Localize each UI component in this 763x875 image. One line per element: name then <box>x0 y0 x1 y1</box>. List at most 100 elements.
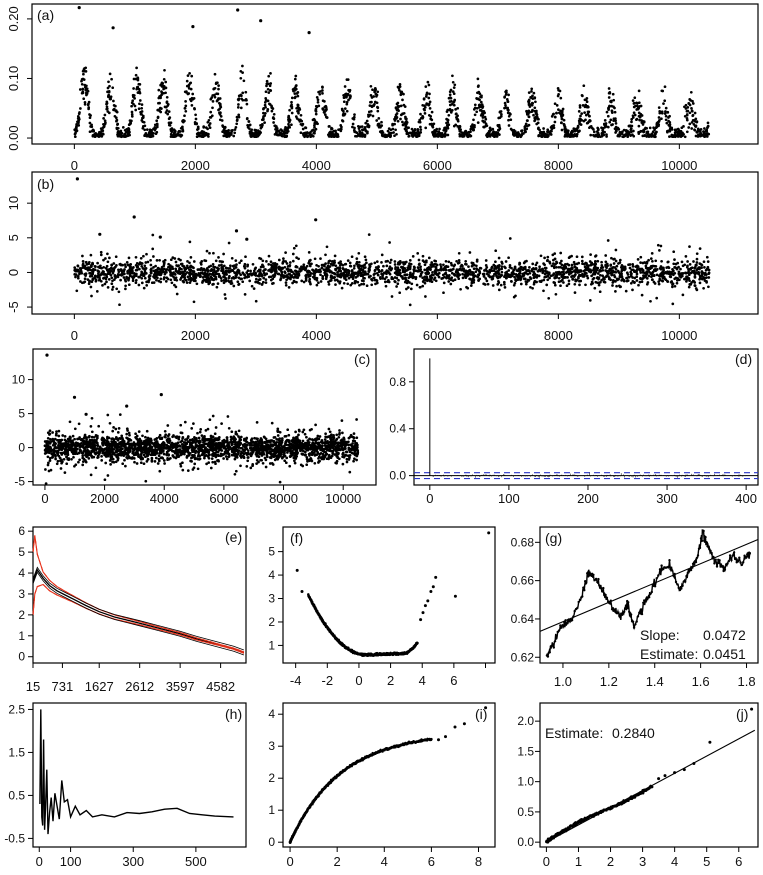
panel-b-point <box>441 273 445 277</box>
panel-b-point <box>698 281 702 285</box>
panel-b-point <box>203 272 207 276</box>
panel-a-point <box>134 73 138 77</box>
panel-b-point <box>600 260 603 264</box>
panel-a-point <box>380 131 384 135</box>
panel-b-point <box>149 263 153 267</box>
panel-a-point <box>107 111 111 115</box>
panel-b-point <box>218 260 222 263</box>
panel-a-point <box>344 92 348 96</box>
panel-a-point <box>399 90 403 94</box>
panel-a-point <box>604 125 608 128</box>
panel-b-point <box>393 263 397 266</box>
panel-a-point <box>107 80 110 84</box>
panel-b-point <box>84 260 88 264</box>
panel-b-point <box>83 272 87 276</box>
panel-a-point <box>410 127 414 131</box>
panel-a-point <box>196 127 200 131</box>
panel-b-point <box>608 276 611 280</box>
panel-b-point <box>599 269 602 273</box>
panel-a-point <box>130 110 134 114</box>
panel-b-point <box>338 263 342 267</box>
panel-a-point <box>450 100 453 103</box>
panel-a-point <box>107 95 110 99</box>
panel-b-point <box>532 273 535 277</box>
panel-b-point <box>380 253 384 257</box>
panel-b-point <box>388 241 391 244</box>
panel-a-point <box>351 122 355 126</box>
panel-b-point <box>357 251 361 255</box>
panel-b-point <box>215 266 219 270</box>
panel-b-point <box>158 258 161 262</box>
panel-a-point <box>399 117 402 121</box>
panel-a-point <box>112 108 115 112</box>
panel-a-point <box>405 121 409 124</box>
panel-a-point <box>504 103 507 107</box>
panel-a-point <box>202 126 206 129</box>
panel-b-point <box>429 277 433 281</box>
panel-b-point <box>593 286 597 290</box>
panel-a-point <box>169 135 173 138</box>
panel-b-point <box>411 255 415 258</box>
panel-b-point <box>484 259 488 262</box>
panel-a-point <box>423 106 427 109</box>
panel-a-point <box>660 117 663 121</box>
panel-a-point <box>694 117 698 121</box>
panel-b-point <box>378 276 382 279</box>
panel-b-point <box>91 272 95 276</box>
panel-b-point <box>521 272 525 276</box>
panel-b-point <box>416 266 420 269</box>
panel-a-point <box>446 118 449 122</box>
panel-b-point <box>362 276 365 280</box>
panel-a-point <box>81 90 85 93</box>
panel-b-point <box>93 276 97 280</box>
panel-b-point <box>573 282 577 286</box>
panel-a-point <box>174 133 177 137</box>
panel-a-point <box>299 113 303 117</box>
panel-a-point <box>321 108 325 111</box>
panel-b-point <box>377 265 380 268</box>
panel-b-point <box>394 265 397 269</box>
panel-b-point <box>698 277 701 281</box>
panel-b-point <box>401 276 404 280</box>
panel-b-point <box>377 270 381 274</box>
panel-b-point <box>217 275 221 278</box>
panel-a-point <box>334 134 338 138</box>
panel-b-point <box>384 284 388 288</box>
panel-b-point <box>577 261 581 265</box>
panel-b-point <box>74 275 77 279</box>
panel-a-point <box>454 108 457 111</box>
panel-b-point <box>415 283 419 287</box>
panel-b-point <box>117 268 120 272</box>
panel-b-point <box>457 268 461 272</box>
panel-b-point <box>431 271 434 274</box>
panel-a-point <box>191 25 195 29</box>
panel-a-point <box>706 121 710 125</box>
panel-b-point <box>281 275 285 278</box>
panel-b-point <box>490 266 494 270</box>
panel-a-point <box>303 135 306 139</box>
panel-b-point <box>348 264 352 268</box>
panel-b-point <box>239 273 243 277</box>
panel-a-point <box>170 127 174 130</box>
panel-b-point <box>148 274 152 278</box>
panel-b-point <box>160 271 163 275</box>
panel-a-point <box>527 91 531 94</box>
panel-a-point <box>353 130 356 134</box>
panel-a-point <box>285 131 289 135</box>
panel-b-point <box>433 272 437 275</box>
panel-b-point <box>594 254 598 257</box>
panel-b-point <box>226 269 230 273</box>
panel-b-point <box>284 281 288 284</box>
panel-a-point <box>405 117 408 121</box>
panel-a-point <box>207 135 210 138</box>
panel-a-point <box>77 6 81 10</box>
panel-a-point <box>375 101 379 105</box>
panel-a-point <box>195 132 199 136</box>
panel-b-point <box>252 287 256 290</box>
panel-b-point <box>244 275 248 279</box>
panel-b-point <box>641 269 645 272</box>
panel-b-point <box>365 284 369 288</box>
panel-b-point <box>227 241 231 245</box>
panel-b-point <box>461 276 465 280</box>
panel-b-point <box>405 281 409 285</box>
